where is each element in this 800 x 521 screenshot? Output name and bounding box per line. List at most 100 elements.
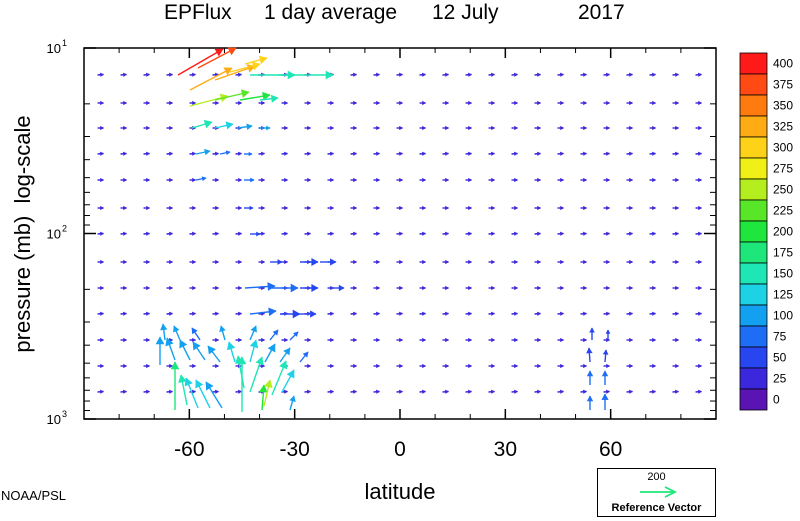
colorbar-swatch	[739, 52, 768, 75]
flux-arrow	[166, 311, 174, 316]
flux-arrow-head	[123, 231, 128, 236]
flux-arrow-head	[491, 205, 496, 211]
flux-arrow-head	[537, 72, 542, 77]
flux-arrow-head	[468, 311, 473, 316]
flux-arrow-head	[353, 363, 358, 369]
flux-arrow-head	[376, 311, 381, 316]
flux-arrow-head	[203, 119, 213, 129]
flux-arrow	[511, 285, 519, 291]
flux-arrow	[511, 363, 519, 369]
flux-arrow-head	[123, 100, 128, 106]
flux-arrow-head	[491, 389, 496, 394]
flux-arrow	[143, 231, 151, 236]
flux-arrow	[580, 125, 588, 131]
flux-arrow-head	[514, 125, 519, 131]
flux-arrow-head	[146, 259, 151, 265]
flux-arrow-head	[255, 356, 264, 366]
flux-arrow	[268, 283, 299, 293]
flux-arrow-head	[283, 347, 291, 356]
flux-arrow	[166, 285, 174, 291]
flux-arrow	[97, 177, 105, 183]
flux-arrow-head	[330, 231, 335, 236]
flux-arrow	[280, 309, 301, 319]
flux-arrow-head	[178, 374, 187, 384]
flux-arrow-head	[514, 389, 519, 394]
flux-arrow	[120, 337, 128, 343]
colorbar-label: 75	[773, 330, 787, 344]
flux-arrow	[580, 285, 588, 291]
flux-arrow-head	[169, 205, 174, 211]
flux-arrow-head	[330, 151, 335, 156]
flux-arrow	[270, 259, 283, 265]
flux-arrow	[189, 177, 197, 183]
flux-arrow-head	[235, 355, 244, 364]
flux-arrow	[350, 231, 358, 236]
flux-arrow-head	[146, 100, 151, 106]
flux-arrow-head	[491, 337, 496, 343]
flux-arrow-head	[675, 72, 680, 77]
colorbar-swatch	[739, 136, 768, 159]
flux-arrow	[419, 205, 427, 211]
flux-arrow-head	[279, 360, 288, 370]
flux-arrow-head	[583, 72, 588, 77]
flux-arrow-head	[468, 337, 473, 343]
flux-arrow	[195, 148, 211, 156]
flux-arrow-head	[284, 100, 289, 106]
flux-arrow-head	[560, 100, 565, 106]
flux-arrow	[511, 125, 519, 131]
flux-arrow-head	[249, 205, 254, 211]
flux-arrow-head	[514, 231, 519, 236]
flux-arrow-head	[146, 337, 151, 343]
flux-arrow-head	[146, 125, 151, 131]
flux-arrow	[350, 125, 358, 131]
flux-arrow-head	[376, 72, 381, 77]
flux-arrow	[534, 259, 542, 265]
flux-arrow	[396, 125, 404, 131]
flux-arrow	[259, 94, 279, 103]
flux-arrow-head	[399, 285, 404, 291]
flux-arrow-head	[169, 151, 174, 156]
flux-arrow-head	[629, 363, 634, 369]
flux-arrow	[212, 311, 220, 316]
flux-arrow-head	[146, 231, 151, 236]
reference-vector-box: 200 Reference Vector	[597, 468, 716, 517]
flux-arrow-head	[330, 100, 335, 106]
flux-arrow-head	[675, 311, 680, 316]
flux-arrow-head	[491, 231, 496, 236]
flux-arrow-head	[226, 341, 236, 351]
flux-arrow	[184, 377, 199, 409]
flux-arrow	[219, 150, 231, 156]
flux-arrow-head	[468, 205, 473, 211]
flux-arrow-head	[353, 100, 358, 106]
flux-arrow	[626, 311, 634, 316]
flux-arrow	[350, 100, 358, 106]
flux-arrow	[626, 177, 634, 183]
flux-arrow-head	[399, 311, 404, 316]
flux-arrow-head	[192, 205, 197, 211]
flux-arrow	[557, 285, 565, 291]
flux-arrow-head	[123, 151, 128, 156]
flux-arrow-head	[514, 205, 519, 211]
flux-arrow-head	[123, 389, 128, 394]
flux-arrow	[534, 285, 542, 291]
flux-arrow	[235, 355, 245, 389]
flux-arrow	[672, 100, 680, 106]
flux-arrow	[396, 231, 404, 236]
flux-arrow	[580, 151, 588, 156]
flux-arrow-head	[353, 285, 358, 291]
flux-arrow-head	[284, 177, 289, 183]
flux-arrow	[603, 72, 611, 77]
flux-arrow-head	[606, 125, 611, 131]
flux-arrow	[170, 361, 180, 410]
flux-arrow-head	[201, 176, 207, 182]
flux-arrow	[465, 389, 473, 394]
flux-arrow	[465, 125, 473, 131]
flux-arrow-head	[537, 205, 542, 211]
flux-arrow	[396, 177, 404, 183]
flux-arrow	[350, 311, 358, 316]
flux-arrow	[534, 311, 542, 316]
flux-arrow	[373, 205, 381, 211]
flux-arrow	[235, 337, 243, 343]
flux-arrow-head	[353, 259, 358, 265]
colorbar-label: 250	[773, 183, 793, 197]
